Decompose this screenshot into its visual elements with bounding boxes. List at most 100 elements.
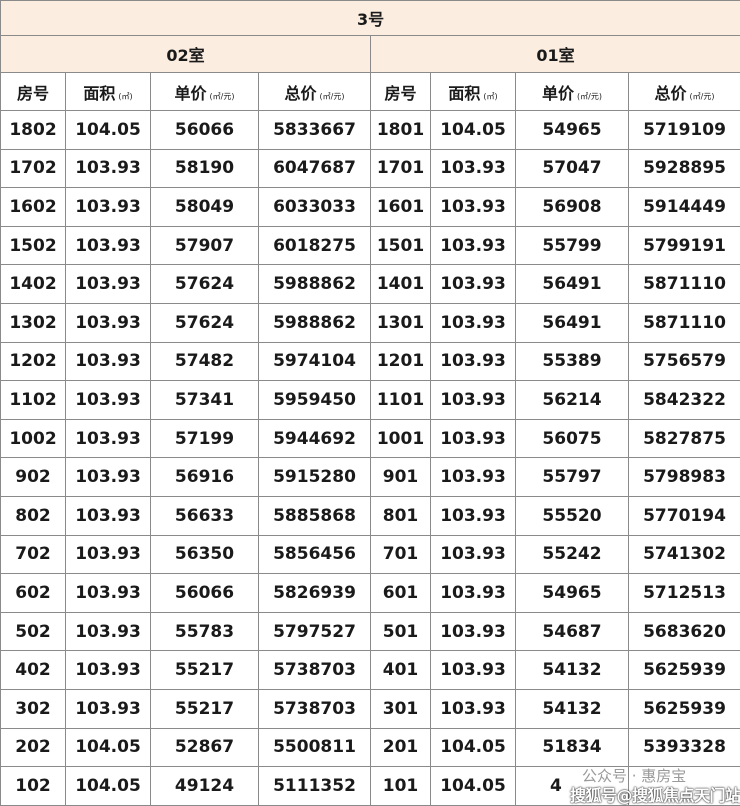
cell-unit-price: 51834 (516, 728, 629, 767)
cell-area: 103.93 (66, 651, 151, 690)
cell-area: 103.93 (66, 574, 151, 613)
cell-room: 1402 (1, 265, 66, 304)
header-label: 房号 (384, 84, 416, 103)
cell-area: 103.93 (431, 226, 516, 265)
cell-area: 103.93 (66, 188, 151, 227)
cell-total-price: 5741302 (629, 535, 740, 574)
cell-unit-price: 54965 (516, 574, 629, 613)
cell-area: 103.93 (66, 689, 151, 728)
cell-total-price: 5871110 (629, 303, 740, 342)
cell-area: 103.93 (66, 342, 151, 381)
cell-unit-price: 56214 (516, 381, 629, 420)
cell-room: 602 (1, 574, 66, 613)
cell-total-price: 5111352 (259, 767, 371, 806)
cell-room: 1101 (371, 381, 431, 420)
header-label: 面积 (83, 84, 115, 103)
cell-area: 103.93 (431, 419, 516, 458)
cell-room: 601 (371, 574, 431, 613)
cell-area: 103.93 (431, 535, 516, 574)
header-unit: (㎡) (483, 92, 497, 101)
cell-unit-price: 58190 (151, 149, 259, 188)
cell-unit-price: 56916 (151, 458, 259, 497)
header-label: 面积 (448, 84, 480, 103)
cell-unit-price: 49124 (151, 767, 259, 806)
cell-total-price: 5719109 (629, 111, 740, 150)
header-label: 总价 (655, 84, 687, 103)
cell-unit-price: 56075 (516, 419, 629, 458)
cell-total-price: 5885868 (259, 496, 371, 535)
cell-area: 103.93 (66, 149, 151, 188)
cell-area: 103.93 (431, 188, 516, 227)
cell-total-price: 6033033 (259, 188, 371, 227)
header-unit_price: 单价(㎡/元) (151, 73, 259, 111)
cell-unit-price: 55242 (516, 535, 629, 574)
cell-total-price: 6047687 (259, 149, 371, 188)
cell-area: 104.05 (431, 728, 516, 767)
watermark-secondary: 公众号 · 惠房宝 (582, 768, 686, 785)
watermark: 搜狐号@搜狐焦点天门站 (570, 787, 740, 804)
cell-room: 102 (1, 767, 66, 806)
cell-total-price: 5827875 (629, 419, 740, 458)
cell-room: 901 (371, 458, 431, 497)
cell-unit-price: 57907 (151, 226, 259, 265)
cell-total-price: 5756579 (629, 342, 740, 381)
cell-total-price: 5842322 (629, 381, 740, 420)
cell-room: 902 (1, 458, 66, 497)
cell-unit-price: 55797 (516, 458, 629, 497)
cell-room: 101 (371, 767, 431, 806)
cell-room: 1702 (1, 149, 66, 188)
cell-unit-price: 58049 (151, 188, 259, 227)
cell-total-price: 5959450 (259, 381, 371, 420)
cell-total-price: 5798983 (629, 458, 740, 497)
cell-room: 702 (1, 535, 66, 574)
cell-total-price: 5738703 (259, 651, 371, 690)
header-unit: (㎡/元) (577, 92, 602, 101)
cell-unit-price: 55799 (516, 226, 629, 265)
header-room: 房号 (1, 73, 66, 111)
cell-total-price: 5915280 (259, 458, 371, 497)
cell-room: 1002 (1, 419, 66, 458)
cell-area: 103.93 (66, 612, 151, 651)
cell-unit-price: 54965 (516, 111, 629, 150)
cell-total-price: 5988862 (259, 265, 371, 304)
cell-unit-price: 52867 (151, 728, 259, 767)
header-unit: (㎡/元) (690, 92, 715, 101)
header-unit_price: 单价(㎡/元) (516, 73, 629, 111)
cell-unit-price: 56633 (151, 496, 259, 535)
cell-total-price: 5871110 (629, 265, 740, 304)
cell-room: 1401 (371, 265, 431, 304)
cell-area: 103.93 (66, 535, 151, 574)
cell-room: 301 (371, 689, 431, 728)
cell-unit-price: 54687 (516, 612, 629, 651)
cell-room: 701 (371, 535, 431, 574)
cell-unit-price: 55217 (151, 689, 259, 728)
group-02: 02室 (1, 36, 371, 73)
cell-unit-price: 56908 (516, 188, 629, 227)
cell-total-price: 5974104 (259, 342, 371, 381)
cell-room: 1802 (1, 111, 66, 150)
header-total: 总价(㎡/元) (629, 73, 740, 111)
cell-total-price: 5826939 (259, 574, 371, 613)
cell-unit-price: 56491 (516, 265, 629, 304)
cell-total-price: 5770194 (629, 496, 740, 535)
cell-unit-price: 55389 (516, 342, 629, 381)
cell-room: 802 (1, 496, 66, 535)
cell-room: 1001 (371, 419, 431, 458)
cell-area: 103.93 (66, 303, 151, 342)
cell-area: 103.93 (431, 342, 516, 381)
cell-area: 103.93 (431, 612, 516, 651)
cell-room: 1201 (371, 342, 431, 381)
cell-area: 103.93 (431, 458, 516, 497)
cell-area: 103.93 (431, 265, 516, 304)
cell-room: 302 (1, 689, 66, 728)
cell-room: 202 (1, 728, 66, 767)
header-unit: (㎡) (118, 92, 132, 101)
cell-area: 103.93 (66, 226, 151, 265)
